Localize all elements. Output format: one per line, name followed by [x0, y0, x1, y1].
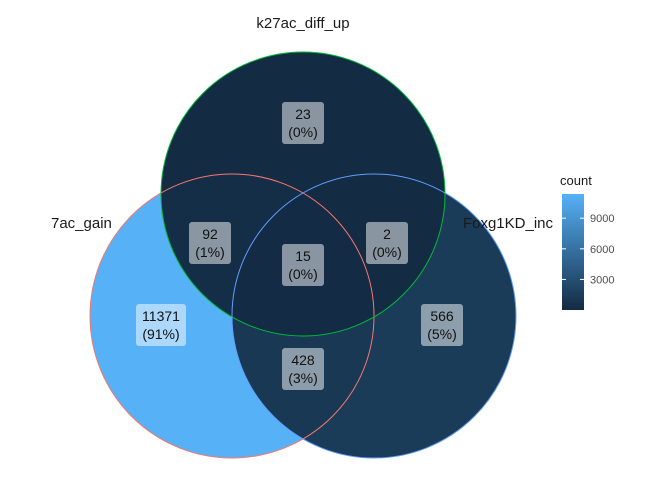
region-label-b_only: 23 (0%)	[282, 102, 324, 144]
legend-title: count	[560, 173, 592, 188]
set-outline-k27ac-diff-up	[160, 51, 446, 337]
set-label-foxg1kd-inc: Foxg1KD_inc	[463, 215, 554, 232]
set-outline-foxg1kd-inc	[231, 173, 517, 459]
region-count-label: 92	[202, 226, 218, 242]
set-label-7ac-gain: 7ac_gain	[51, 215, 112, 232]
region-label-ac: 428 (3%)	[282, 348, 324, 390]
set-label-k27ac-diff-up: k27ac_diff_up	[256, 15, 349, 32]
legend-colorbar	[562, 194, 584, 310]
count-legend: count 9000 6000 3000	[560, 173, 614, 310]
region-label-box	[421, 304, 463, 346]
region-count-label: 23	[295, 106, 311, 122]
legend-tick-label: 9000	[590, 213, 614, 225]
region-count-label: 566	[430, 308, 454, 324]
venn-outlines	[89, 51, 517, 459]
region-label-bc: 2 (0%)	[366, 222, 408, 264]
region-count-label: 11371	[142, 308, 180, 324]
region-percent-label: (91%)	[142, 326, 179, 342]
legend-tick-label: 6000	[590, 244, 614, 256]
region-label-box	[189, 222, 231, 264]
region-label-c_only: 566 (5%)	[421, 304, 463, 346]
region-labels: 11371 (91%) 23 (0%) 566 (5%) 92 (1%) 2 (0%) 428 (3%…	[136, 102, 463, 390]
set-outline-7ac-gain	[89, 173, 375, 459]
region-percent-label: (3%)	[288, 370, 318, 386]
region-label-box	[282, 102, 324, 144]
region-percent-label: (1%)	[195, 244, 225, 260]
region-label-box	[366, 222, 408, 264]
region-percent-label: (0%)	[372, 244, 402, 260]
region-percent-label: (0%)	[288, 124, 318, 140]
region-percent-label: (0%)	[288, 266, 318, 282]
legend-ticks: 9000 6000 3000	[562, 213, 614, 286]
region-label-box	[282, 244, 324, 286]
region-label-box	[282, 348, 324, 390]
region-label-abc: 15 (0%)	[282, 244, 324, 286]
legend-tick-label: 3000	[590, 274, 614, 286]
region-count-label: 2	[383, 226, 391, 242]
region-label-ab: 92 (1%)	[189, 222, 231, 264]
region-percent-label: (5%)	[427, 326, 457, 342]
region-count-label: 428	[291, 352, 315, 368]
region-count-label: 15	[295, 248, 311, 264]
region-all-three	[232, 174, 374, 336]
region-label-a_only: 11371 (91%)	[136, 304, 186, 346]
region-label-box	[136, 304, 186, 346]
